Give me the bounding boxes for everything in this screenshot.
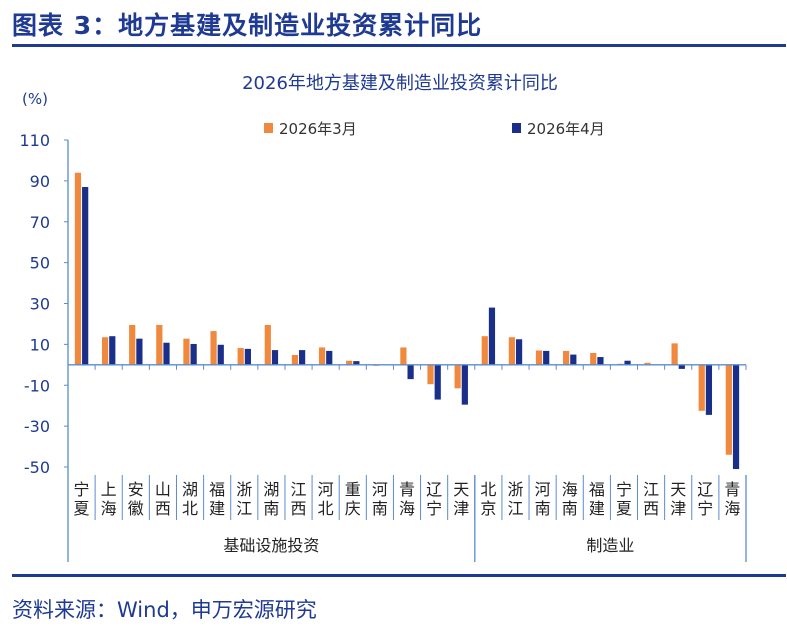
- x-tick-label: 福建: [209, 480, 225, 518]
- group-label: 制造业: [586, 536, 634, 555]
- bar-apr-12: [407, 364, 414, 380]
- x-tick-label: 河南: [372, 480, 388, 518]
- bar-mar-13: [427, 364, 434, 385]
- x-tick-label: 辽宁: [697, 480, 713, 518]
- y-tick-label: 70: [30, 213, 50, 232]
- x-tick-labels: 宁夏上海安徽山西湖北福建浙江湖南江西河北重庆河南青海辽宁天津北京浙江河南海南福建…: [74, 480, 741, 555]
- bar-apr-18: [570, 354, 577, 365]
- bar-mar-3: [156, 324, 163, 365]
- legend-swatch-0: [264, 123, 273, 133]
- bar-mar-12: [400, 347, 407, 365]
- bar-apr-24: [732, 364, 740, 470]
- x-tick-label: 青海: [399, 480, 415, 518]
- y-tick-label: -50: [24, 458, 50, 477]
- bar-apr-2: [136, 338, 143, 365]
- bar-mar-10: [346, 360, 353, 365]
- bar-apr-19: [597, 357, 604, 365]
- x-tick-label: 安徽: [128, 480, 144, 518]
- y-tick-label: 30: [30, 295, 50, 314]
- x-tick-label: 浙江: [236, 480, 252, 518]
- bar-mar-8: [291, 355, 299, 365]
- bar-apr-20: [624, 360, 631, 365]
- bar-apr-15: [488, 307, 496, 365]
- bar-mar-24: [725, 364, 732, 455]
- y-tick-label: 90: [30, 172, 50, 191]
- bar-mar-2: [129, 324, 136, 365]
- x-tick-label: 湖南: [263, 480, 279, 518]
- y-tick-labels: 110 90 70 50 30 10 -10 -30 -50: [19, 131, 50, 477]
- x-tick-label: 河南: [535, 480, 551, 518]
- bar-mar-23: [698, 364, 705, 411]
- bar-apr-8: [299, 350, 306, 365]
- bar-mar-17: [535, 350, 543, 365]
- legend-label-1: 2026年4月: [527, 120, 605, 138]
- bottom-rule: [12, 574, 786, 577]
- x-tick-label: 宁夏: [74, 480, 90, 518]
- legend-swatch-1: [512, 123, 521, 133]
- bar-mar-1: [101, 337, 109, 365]
- x-tick-label: 上海: [101, 480, 117, 518]
- bar-apr-6: [244, 348, 251, 365]
- figure-title: 图表 3：地方基建及制造业投资累计同比: [12, 11, 483, 40]
- bar-apr-10: [353, 361, 360, 365]
- bar-mar-14: [454, 364, 461, 389]
- bar-apr-22: [678, 364, 685, 369]
- bar-apr-13: [434, 364, 441, 400]
- bar-mar-9: [318, 347, 326, 365]
- y-axis-unit: (%): [22, 90, 48, 108]
- y-tick-label: 10: [30, 335, 50, 354]
- axes: [64, 139, 747, 562]
- top-rule: [12, 44, 786, 47]
- bar-apr-5: [217, 344, 224, 365]
- bar-apr-4: [190, 343, 197, 365]
- bar-apr-16: [515, 339, 523, 365]
- x-tick-label: 福建: [589, 480, 605, 518]
- x-tick-label: 河北: [318, 480, 334, 518]
- bars: [74, 172, 740, 470]
- legend-label-0: 2026年3月: [279, 120, 357, 138]
- bar-mar-21: [644, 362, 651, 365]
- bar-mar-22: [671, 343, 678, 365]
- bar-apr-9: [326, 350, 333, 365]
- bar-apr-7: [271, 350, 279, 365]
- bar-apr-14: [461, 364, 468, 405]
- x-tick-label: 浙江: [507, 480, 523, 518]
- bar-mar-16: [508, 337, 515, 365]
- bar-mar-18: [563, 350, 570, 365]
- bar-apr-17: [543, 350, 550, 365]
- y-tick-label: 110: [19, 131, 50, 150]
- y-tick-label: 50: [30, 254, 50, 273]
- bar-apr-0: [82, 187, 89, 365]
- x-tick-label: 重庆: [345, 480, 361, 518]
- bar-mar-5: [210, 331, 217, 365]
- legend: 2026年3月 2026年4月: [264, 120, 605, 138]
- bar-apr-3: [163, 342, 170, 365]
- x-tick-label: 天津: [453, 480, 469, 518]
- x-tick-label: 辽宁: [426, 480, 442, 518]
- chart-title: 2026年地方基建及制造业投资累计同比: [242, 73, 558, 94]
- x-tick-label: 北京: [480, 480, 496, 518]
- x-tick-label: 宁夏: [616, 480, 632, 518]
- bar-mar-7: [264, 324, 271, 365]
- bar-mar-19: [590, 352, 597, 365]
- bar-mar-15: [481, 336, 488, 365]
- bar-mar-4: [183, 338, 190, 365]
- bar-chart: 2026年地方基建及制造业投资累计同比 (%) 2026年3月 2026年4月 1…: [19, 73, 747, 562]
- y-tick-label: -30: [24, 417, 50, 436]
- x-tick-label: 青海: [724, 480, 740, 518]
- x-tick-label: 江西: [643, 480, 659, 518]
- x-tick-label: 山西: [155, 480, 171, 518]
- x-tick-label: 湖北: [182, 480, 198, 518]
- bar-mar-0: [74, 172, 82, 365]
- bar-apr-23: [705, 364, 713, 415]
- source-note: 资料来源：Wind，申万宏源研究: [12, 598, 317, 622]
- x-tick-label: 海南: [562, 480, 578, 518]
- bar-apr-1: [109, 336, 116, 365]
- group-label: 基础设施投资: [223, 536, 319, 555]
- bar-mar-6: [237, 348, 244, 365]
- x-tick-label: 江西: [291, 480, 307, 518]
- x-tick-label: 天津: [670, 480, 686, 518]
- y-tick-label: -10: [24, 376, 50, 395]
